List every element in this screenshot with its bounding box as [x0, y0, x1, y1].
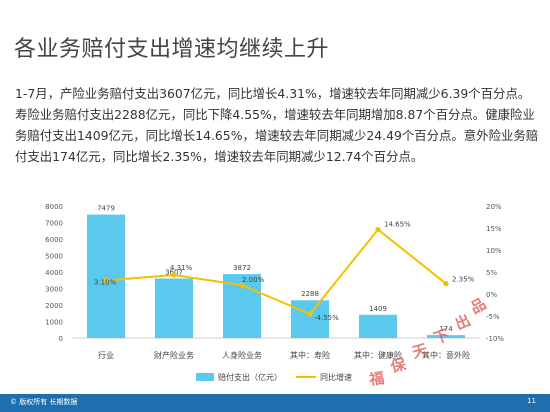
- right-tick-label: 15%: [486, 225, 502, 233]
- watermark-char: 福: [367, 369, 385, 389]
- left-tick-label: 1000: [45, 319, 63, 327]
- watermark-char: 天: [410, 340, 430, 362]
- category-label: 其中：寿险: [290, 350, 330, 360]
- watermark-char: 品: [467, 295, 489, 318]
- copyright-text: © 版权所有 长期数据: [10, 398, 78, 406]
- line-value-label: -4.55%: [314, 314, 339, 322]
- bar-value-label: 7479: [97, 205, 115, 213]
- left-tick-label: 0: [59, 335, 63, 343]
- bar: [155, 278, 193, 338]
- right-tick-label: 10%: [486, 247, 502, 255]
- line-value-label: 2.00%: [242, 276, 265, 284]
- bar: [291, 300, 329, 338]
- bar-value-label: 174: [439, 325, 453, 333]
- right-axis: -10% -5% 0% 5% 10% 15% 20%: [486, 203, 504, 343]
- left-tick-label: 4000: [45, 269, 63, 277]
- line-value-label: 2.35%: [452, 276, 475, 284]
- bar-value-label: 1409: [369, 305, 387, 313]
- legend-bar-swatch: [196, 373, 214, 381]
- left-axis: 0 1000 2000 3000 4000 5000 6000 7000 8000: [45, 203, 480, 343]
- growth-line: [105, 228, 447, 316]
- summary-paragraph: 1-7月，产险业务赔付支出3607亿元，同比增长4.31%，增速较去年同期减少6…: [15, 83, 540, 167]
- bar-series: 74793607387222881409174: [87, 205, 465, 338]
- right-tick-label: 0%: [486, 291, 497, 299]
- left-tick-label: 5000: [45, 253, 63, 261]
- line-point: [307, 311, 313, 317]
- line-point: [103, 277, 109, 283]
- left-tick-label: 6000: [45, 236, 63, 244]
- right-tick-label: 5%: [486, 269, 497, 277]
- category-axis: 行业 财产险业务 人身险业务 其中：寿险 其中：健康险 其中：意外险: [98, 350, 470, 360]
- category-label: 人身险业务: [222, 350, 262, 360]
- left-tick-label: 3000: [45, 286, 63, 294]
- category-label: 其中：意外险: [422, 350, 470, 360]
- line-value-label: 14.65%: [384, 221, 411, 229]
- footer-bar: © 版权所有 长期数据 11: [0, 394, 550, 412]
- category-label: 行业: [98, 350, 114, 360]
- bar: [427, 335, 465, 338]
- bar-value-label: 3872: [233, 264, 251, 272]
- line-point: [375, 226, 381, 233]
- line-series: 3.10% 4.31% 2.00% -4.55% 14.65% 2.35%: [94, 221, 475, 322]
- line-point: [171, 272, 177, 278]
- page-title: 各业务赔付支出增速均继续上升: [14, 37, 330, 62]
- line-value-label: 3.10%: [94, 278, 117, 286]
- left-tick-label: 8000: [45, 203, 63, 211]
- right-tick-label: -10%: [486, 335, 504, 343]
- bar-value-label: 2288: [301, 290, 319, 298]
- line-point: [239, 282, 245, 288]
- right-tick-label: 20%: [486, 203, 502, 211]
- line-value-label: 4.31%: [170, 264, 193, 272]
- bar: [359, 314, 397, 338]
- legend: 赔付支出（亿元） 同比增速: [196, 372, 352, 382]
- right-tick-label: -5%: [486, 313, 500, 321]
- left-tick-label: 7000: [45, 220, 63, 228]
- legend-bar-label: 赔付支出（亿元）: [218, 372, 282, 382]
- left-tick-label: 2000: [45, 302, 63, 310]
- category-label: 其中：健康险: [354, 350, 402, 360]
- page-number: 11: [527, 397, 536, 405]
- watermark-char: 下: [431, 326, 451, 348]
- category-label: 财产险业务: [154, 350, 194, 360]
- legend-line-label: 同比增速: [320, 372, 352, 382]
- line-point: [443, 281, 449, 287]
- watermark-char: 出: [452, 311, 473, 334]
- watermark-char: 保: [388, 355, 408, 376]
- summary-text: 1-7月，产险业务赔付支出3607亿元，同比增长4.31%，增速较去年同期减少6…: [15, 86, 539, 164]
- bar: [87, 214, 125, 338]
